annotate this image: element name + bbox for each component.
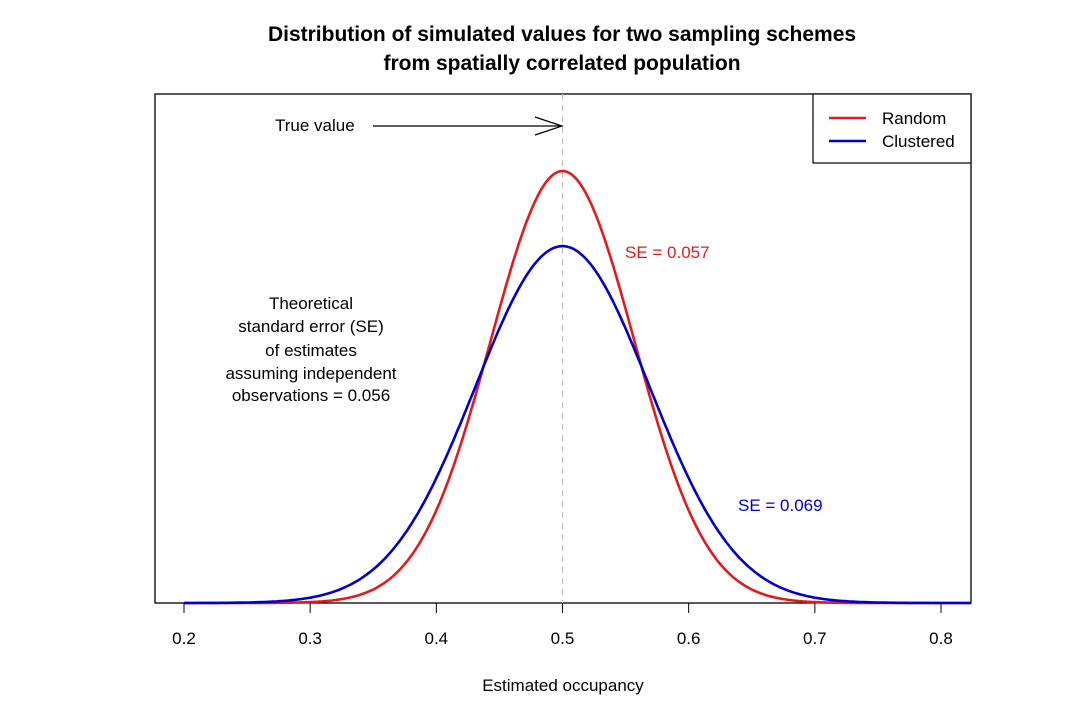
series-line-random [184,169,971,605]
legend-label-clustered: Clustered [882,132,955,151]
annotation-line: of estimates [265,341,357,360]
x-tick-label: 0.8 [929,629,953,648]
series-line-clustered [184,244,971,605]
x-axis-label: Estimated occupancy [482,676,644,695]
x-tick-label: 0.7 [803,629,827,648]
x-axis: 0.2 0.3 0.4 0.5 0.6 0.7 0.8 [172,603,953,648]
x-tick-label: 0.4 [425,629,449,648]
legend: Random Clustered [812,93,972,164]
annotation-line: observations = 0.056 [232,386,390,405]
x-tick-label: 0.5 [551,629,575,648]
chart-title-line2: from spatially correlated population [383,52,740,75]
x-tick-label: 0.2 [172,629,196,648]
annotation-line: assuming independent [225,364,396,383]
chart-title-line1: Distribution of simulated values for two… [268,23,856,46]
annotation-line: Theoretical [269,294,353,313]
x-tick-label: 0.3 [298,629,322,648]
true-value-label: True value [275,116,355,135]
legend-label-random: Random [882,109,946,128]
annotation-line: standard error (SE) [238,317,384,336]
x-tick-label: 0.6 [677,629,701,648]
legend-box [812,93,972,164]
theoretical-se-annotation: Theoretical standard error (SE) of estim… [225,294,396,405]
true-value-arrow [373,116,564,136]
se-random-label: SE = 0.057 [625,243,710,262]
se-clustered-label: SE = 0.069 [738,496,823,515]
curves [184,169,971,605]
